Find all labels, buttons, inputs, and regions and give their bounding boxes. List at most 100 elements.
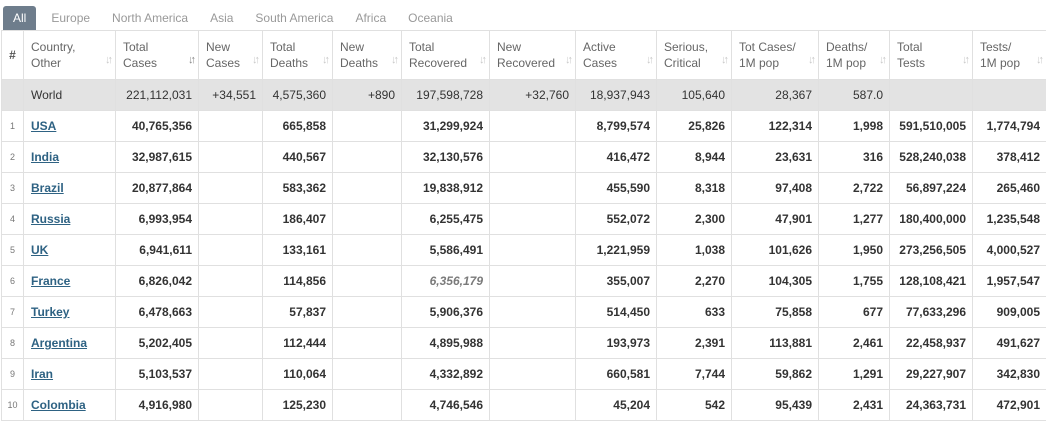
tab-south-america[interactable]: South America: [244, 6, 344, 30]
country-link[interactable]: Iran: [31, 367, 53, 381]
cell-total-recovered: 32,130,576: [402, 142, 490, 173]
cell-new-deaths: [333, 359, 402, 390]
header-total-cases[interactable]: Total Cases ↓↑: [116, 31, 199, 80]
header-country[interactable]: Country,Other ↓↑: [24, 31, 116, 80]
header-deaths-per-million[interactable]: Deaths/1M pop ↓↑: [819, 31, 890, 80]
cell-total-deaths: 133,161: [263, 235, 333, 266]
sort-arrows-icon[interactable]: ↓↑: [391, 54, 396, 66]
cell-serious: 542: [657, 390, 732, 421]
sort-arrows-icon[interactable]: ↓↑: [1036, 54, 1041, 66]
sort-arrows-icon[interactable]: ↓↑: [808, 54, 813, 66]
country-link[interactable]: France: [31, 274, 70, 288]
cell-active-cases: 455,590: [576, 173, 657, 204]
header-tests-per-m-line2: 1M pop: [980, 56, 1020, 70]
sort-arrows-icon[interactable]: ↓↑: [565, 54, 570, 66]
cell-total-deaths: 112,444: [263, 328, 333, 359]
cell-active-cases: 45,204: [576, 390, 657, 421]
sort-arrows-icon[interactable]: ↓↑: [322, 54, 327, 66]
cell-cases-per-m: 113,881: [732, 328, 819, 359]
sort-arrows-icon[interactable]: ↓↑: [879, 54, 884, 66]
cell-new-cases: [199, 328, 263, 359]
header-active-cases-line2: Cases: [583, 56, 617, 70]
header-total-cases-line1: Total: [123, 40, 148, 54]
sort-desc-icon[interactable]: ↓↑: [188, 54, 193, 66]
cell-active-cases: 1,221,959: [576, 235, 657, 266]
country-link[interactable]: USA: [31, 119, 56, 133]
country-link[interactable]: Russia: [31, 212, 70, 226]
tab-africa[interactable]: Africa: [344, 6, 397, 30]
cell-new-deaths: [333, 173, 402, 204]
tab-asia[interactable]: Asia: [199, 6, 244, 30]
cell-cases-per-m: 101,626: [732, 235, 819, 266]
cell-new-recovered: [490, 111, 576, 142]
header-total-cases-line2: Cases: [123, 56, 157, 70]
tab-oceania[interactable]: Oceania: [397, 6, 464, 30]
cell-total-deaths: 583,362: [263, 173, 333, 204]
header-new-cases-line1: New: [206, 40, 230, 54]
cell-new-recovered: [490, 173, 576, 204]
cell-total-tests: 77,633,296: [890, 297, 973, 328]
world-new-recovered: +32,760: [490, 80, 576, 111]
sort-arrows-icon[interactable]: ↓↑: [721, 54, 726, 66]
cell-deaths-per-m: 1,998: [819, 111, 890, 142]
header-total-deaths-line2: Deaths: [270, 56, 308, 70]
cell-total-recovered: 6,356,179: [402, 266, 490, 297]
cell-total-tests: 56,897,224: [890, 173, 973, 204]
sort-arrows-icon[interactable]: ↓↑: [479, 54, 484, 66]
sort-arrows-icon[interactable]: ↓↑: [252, 54, 257, 66]
country-link[interactable]: Turkey: [31, 305, 69, 319]
cell-total-cases: 32,987,615: [116, 142, 199, 173]
cell-cases-per-m: 75,858: [732, 297, 819, 328]
cell-total-cases: 40,765,356: [116, 111, 199, 142]
cell-new-recovered: [490, 359, 576, 390]
world-index: [2, 80, 24, 111]
header-cases-per-m-line2: 1M pop: [739, 56, 779, 70]
cell-new-cases: [199, 359, 263, 390]
world-new-cases: +34,551: [199, 80, 263, 111]
country-link[interactable]: UK: [31, 243, 48, 257]
cell-total-deaths: 110,064: [263, 359, 333, 390]
cell-total-tests: 22,458,937: [890, 328, 973, 359]
country-link[interactable]: Brazil: [31, 181, 64, 195]
header-tests-per-million[interactable]: Tests/1M pop ↓↑: [973, 31, 1046, 80]
cell-total-deaths: 114,856: [263, 266, 333, 297]
row-index: 8: [2, 328, 24, 359]
tab-europe[interactable]: Europe: [40, 6, 101, 30]
cell-total-recovered: 31,299,924: [402, 111, 490, 142]
sort-arrows-icon[interactable]: ↓↑: [962, 54, 967, 66]
row-country-cell: UK: [24, 235, 116, 266]
tab-north-america[interactable]: North America: [101, 6, 199, 30]
header-serious-critical[interactable]: Serious,Critical ↓↑: [657, 31, 732, 80]
row-index: 10: [2, 390, 24, 421]
cell-total-deaths: 665,858: [263, 111, 333, 142]
header-cases-per-million[interactable]: Tot Cases/1M pop ↓↑: [732, 31, 819, 80]
header-total-tests-line1: Total: [897, 40, 922, 54]
cell-cases-per-m: 59,862: [732, 359, 819, 390]
cell-deaths-per-m: 1,277: [819, 204, 890, 235]
country-link[interactable]: India: [31, 150, 59, 164]
world-row: World 221,112,031 +34,551 4,575,360 +890…: [2, 80, 1046, 111]
sort-arrows-icon[interactable]: ↓↑: [646, 54, 651, 66]
cell-total-cases: 6,993,954: [116, 204, 199, 235]
header-total-recovered-line1: Total: [409, 40, 434, 54]
tab-all[interactable]: All: [3, 6, 36, 30]
cell-new-cases: [199, 173, 263, 204]
cell-tests-per-m: 472,901: [973, 390, 1046, 421]
country-link[interactable]: Colombia: [31, 398, 86, 412]
cell-total-recovered: 5,906,376: [402, 297, 490, 328]
country-link[interactable]: Argentina: [31, 336, 87, 350]
sort-arrows-icon[interactable]: ↓↑: [105, 54, 110, 66]
cell-total-tests: 128,108,421: [890, 266, 973, 297]
world-total-recovered: 197,598,728: [402, 80, 490, 111]
